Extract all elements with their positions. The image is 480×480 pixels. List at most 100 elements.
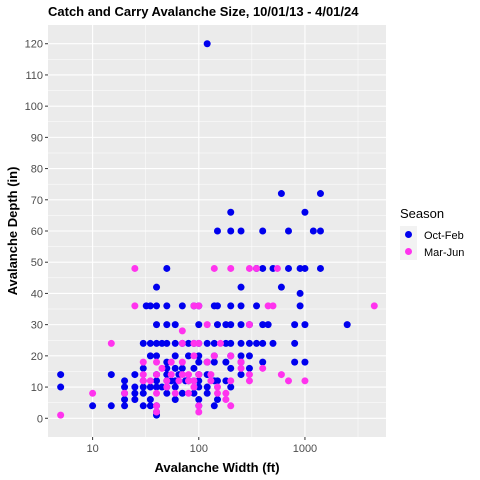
point-oct-feb xyxy=(139,339,147,347)
point-oct-feb xyxy=(163,339,171,347)
point-oct-feb xyxy=(146,339,154,347)
x-axis-ticks: 10 100 1000 xyxy=(86,437,317,455)
point-mar-jun xyxy=(237,364,245,372)
point-mar-jun xyxy=(195,402,203,410)
point-mar-jun xyxy=(190,352,198,360)
point-oct-feb xyxy=(227,208,235,216)
legend: Season Oct-Feb Mar-Jun xyxy=(400,206,464,260)
point-oct-feb xyxy=(89,402,97,410)
point-oct-feb xyxy=(178,364,186,372)
point-mar-jun xyxy=(285,377,293,385)
x-tick-label: 1000 xyxy=(293,443,317,455)
point-mar-jun xyxy=(195,371,203,379)
point-oct-feb xyxy=(291,321,299,329)
x-axis-title: Avalanche Width (ft) xyxy=(154,460,279,475)
point-oct-feb xyxy=(245,352,253,360)
point-oct-feb xyxy=(301,208,309,216)
y-tick-label: 110 xyxy=(25,70,43,82)
point-oct-feb xyxy=(277,190,285,198)
point-mar-jun xyxy=(210,264,218,272)
point-mar-jun xyxy=(163,383,171,391)
point-oct-feb xyxy=(237,371,245,379)
point-oct-feb xyxy=(296,302,304,310)
y-tick-label: 100 xyxy=(25,101,43,113)
point-oct-feb xyxy=(121,396,129,404)
point-mar-jun xyxy=(153,408,161,416)
point-oct-feb xyxy=(57,383,65,391)
point-mar-jun xyxy=(178,327,186,335)
legend-marker-mar-jun xyxy=(405,248,412,255)
point-oct-feb xyxy=(139,402,147,410)
point-mar-jun xyxy=(139,377,147,385)
data-points xyxy=(57,40,378,419)
point-oct-feb xyxy=(210,402,218,410)
point-oct-feb xyxy=(131,389,139,397)
point-oct-feb xyxy=(291,358,299,366)
point-mar-jun xyxy=(178,371,186,379)
point-oct-feb xyxy=(203,389,211,397)
point-oct-feb xyxy=(203,383,211,391)
point-oct-feb xyxy=(213,321,221,329)
point-oct-feb xyxy=(203,40,211,48)
point-mar-jun xyxy=(259,364,267,372)
y-tick-label: 0 xyxy=(37,413,43,425)
point-oct-feb xyxy=(146,402,154,410)
x-tick-label: 100 xyxy=(190,443,208,455)
point-oct-feb xyxy=(259,321,267,329)
point-mar-jun xyxy=(245,264,253,272)
point-mar-jun xyxy=(178,358,186,366)
point-oct-feb xyxy=(213,227,221,235)
point-oct-feb xyxy=(107,402,115,410)
point-oct-feb xyxy=(171,321,179,329)
point-oct-feb xyxy=(163,389,171,397)
legend-title: Season xyxy=(400,206,444,221)
point-oct-feb xyxy=(195,352,203,360)
point-oct-feb xyxy=(285,264,293,272)
point-oct-feb xyxy=(210,339,218,347)
point-mar-jun xyxy=(153,371,161,379)
point-oct-feb xyxy=(171,396,179,404)
point-oct-feb xyxy=(190,389,198,397)
point-mar-jun xyxy=(158,364,166,372)
point-mar-jun xyxy=(184,389,192,397)
point-mar-jun xyxy=(167,371,175,379)
point-oct-feb xyxy=(253,339,261,347)
point-oct-feb xyxy=(227,302,235,310)
point-oct-feb xyxy=(343,321,351,329)
point-mar-jun xyxy=(227,402,235,410)
point-mar-jun xyxy=(195,408,203,416)
point-mar-jun xyxy=(184,377,192,385)
point-oct-feb xyxy=(195,358,203,366)
point-oct-feb xyxy=(171,339,179,347)
point-oct-feb xyxy=(222,358,230,366)
point-oct-feb xyxy=(131,383,139,391)
point-mar-jun xyxy=(277,371,285,379)
y-tick-label: 20 xyxy=(31,351,43,363)
point-oct-feb xyxy=(277,283,285,291)
point-oct-feb xyxy=(237,283,245,291)
point-mar-jun xyxy=(207,377,215,385)
point-mar-jun xyxy=(184,371,192,379)
point-oct-feb xyxy=(171,364,179,372)
point-oct-feb xyxy=(184,339,192,347)
point-oct-feb xyxy=(237,352,245,360)
point-mar-jun xyxy=(107,339,115,347)
point-mar-jun xyxy=(222,389,230,397)
y-tick-label: 80 xyxy=(31,164,43,176)
point-oct-feb xyxy=(171,383,179,391)
point-oct-feb xyxy=(195,321,203,329)
point-oct-feb xyxy=(131,396,139,404)
point-mar-jun xyxy=(131,264,139,272)
point-mar-jun xyxy=(89,389,97,397)
point-oct-feb xyxy=(222,377,230,385)
point-mar-jun xyxy=(203,321,211,329)
point-oct-feb xyxy=(121,402,129,410)
point-oct-feb xyxy=(139,383,147,391)
point-mar-jun xyxy=(178,339,186,347)
point-oct-feb xyxy=(227,383,235,391)
point-oct-feb xyxy=(259,358,267,366)
point-oct-feb xyxy=(301,264,309,272)
point-mar-jun xyxy=(146,377,154,385)
point-mar-jun xyxy=(213,389,221,397)
point-mar-jun xyxy=(222,396,230,404)
